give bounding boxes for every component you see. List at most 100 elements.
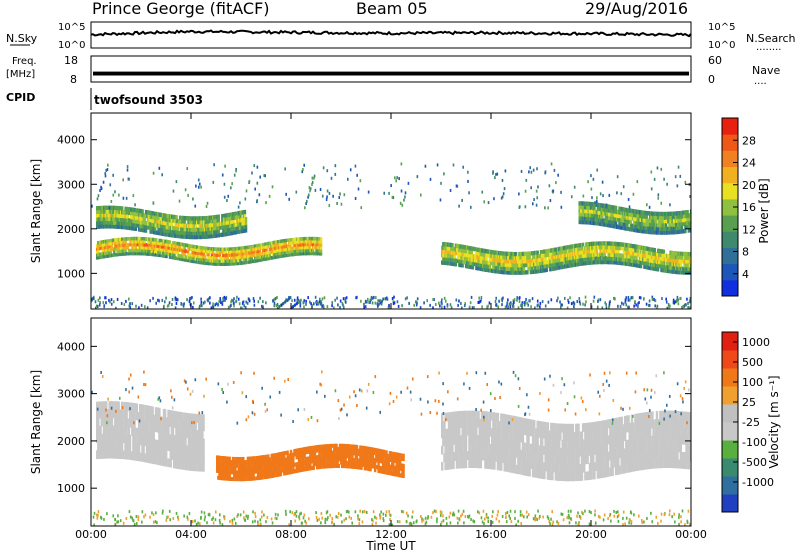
colorbar-tick-label: 24: [742, 157, 756, 170]
nsky-tick-top: 10^5: [58, 22, 85, 33]
power-cell: [677, 218, 680, 223]
power-cell: [464, 249, 468, 254]
power-scatter: [501, 178, 504, 182]
power-cell: [630, 227, 634, 232]
power-scatter: [383, 191, 386, 195]
power-cell: [211, 250, 215, 254]
colorbar-segment: [722, 279, 738, 297]
velocity-cell: [366, 456, 369, 461]
power-cell: [505, 262, 509, 268]
power-cell: [614, 205, 618, 211]
power-clutter: [240, 306, 243, 309]
velocity-cell: [219, 459, 222, 464]
power-cell: [645, 214, 648, 219]
velocity-cell: [355, 448, 359, 453]
power-scatter: [416, 175, 419, 179]
power-cell: [143, 217, 147, 222]
power-cell: [228, 223, 232, 229]
power-clutter: [363, 305, 365, 309]
power-cell: [207, 226, 210, 232]
velocity-cell: [263, 468, 267, 473]
power-scatter: [306, 199, 308, 203]
power-cell: [142, 248, 145, 253]
power-clutter: [404, 297, 407, 301]
power-clutter: [289, 296, 292, 300]
power-clutter: [534, 306, 536, 309]
power-clutter: [168, 301, 171, 305]
nsky-label: N.Sky: [6, 32, 38, 45]
power-clutter: [547, 300, 550, 304]
power-cell: [110, 247, 114, 252]
power-cell: [151, 211, 155, 216]
power-clutter: [230, 304, 232, 308]
frequency-bar: [93, 71, 689, 76]
power-clutter: [651, 297, 654, 301]
power-cell: [293, 252, 297, 257]
power-scatter: [265, 201, 267, 205]
power-clutter: [423, 301, 425, 305]
power-cell: [107, 220, 110, 225]
velocity-cell: [261, 465, 264, 470]
power-clutter: [441, 301, 443, 305]
power-cell: [189, 216, 192, 221]
velocity-cell: [387, 460, 390, 465]
velocity-cell: [218, 455, 221, 460]
power-scatter: [307, 195, 309, 199]
power-clutter: [507, 298, 509, 302]
power-cell: [586, 249, 589, 254]
power-clutter: [638, 296, 641, 300]
power-cell: [680, 270, 684, 275]
colorbar-segment: [722, 263, 738, 281]
power-scatter: [404, 195, 406, 199]
power-scatter: [256, 199, 258, 203]
power-cell: [678, 229, 681, 234]
velocity-cell: [319, 454, 322, 459]
power-clutter: [273, 301, 276, 305]
power-clutter: [379, 299, 382, 303]
freq-label-line2: [MHz]: [6, 69, 35, 80]
power-clutter: [560, 305, 562, 309]
power-scatter: [452, 163, 455, 167]
power-scatter: [555, 181, 557, 185]
power-cell: [201, 255, 205, 259]
velocity-cell: [336, 460, 339, 465]
power-clutter: [299, 302, 302, 306]
power-clutter: [513, 300, 515, 304]
power-cell: [678, 210, 681, 216]
power-clutter: [182, 304, 185, 308]
power-cell: [184, 255, 188, 259]
velocity-cell: [289, 449, 293, 454]
power-cell: [288, 253, 291, 257]
velocity-cell: [264, 454, 268, 459]
power-cell: [618, 213, 621, 219]
power-cell: [144, 228, 148, 233]
power-clutter: [567, 298, 569, 302]
power-cell: [124, 249, 127, 253]
power-cell: [103, 220, 107, 225]
power-cell: [447, 257, 451, 262]
power-cell: [497, 258, 501, 263]
power-cell: [536, 250, 539, 255]
power-cell: [594, 221, 597, 226]
power-cell: [215, 233, 218, 238]
power-cell: [213, 218, 216, 224]
power-cell: [182, 234, 185, 239]
velocity-cell: [245, 477, 248, 482]
power-scatter: [518, 192, 520, 196]
power-cell: [151, 243, 155, 248]
velocity-cell: [300, 447, 303, 452]
power-clutter: [429, 303, 431, 307]
power-clutter: [622, 302, 625, 306]
power-clutter: [294, 303, 296, 307]
power-clutter: [450, 306, 453, 309]
power-cell: [208, 234, 211, 239]
power-clutter: [307, 296, 309, 300]
power-cell: [205, 215, 208, 221]
power-clutter: [312, 302, 315, 306]
power-scatter: [186, 167, 189, 171]
power-clutter: [198, 304, 201, 308]
power-cell: [485, 267, 488, 273]
power-scatter: [520, 169, 523, 173]
power-clutter: [432, 297, 434, 301]
power-cell: [488, 264, 492, 269]
